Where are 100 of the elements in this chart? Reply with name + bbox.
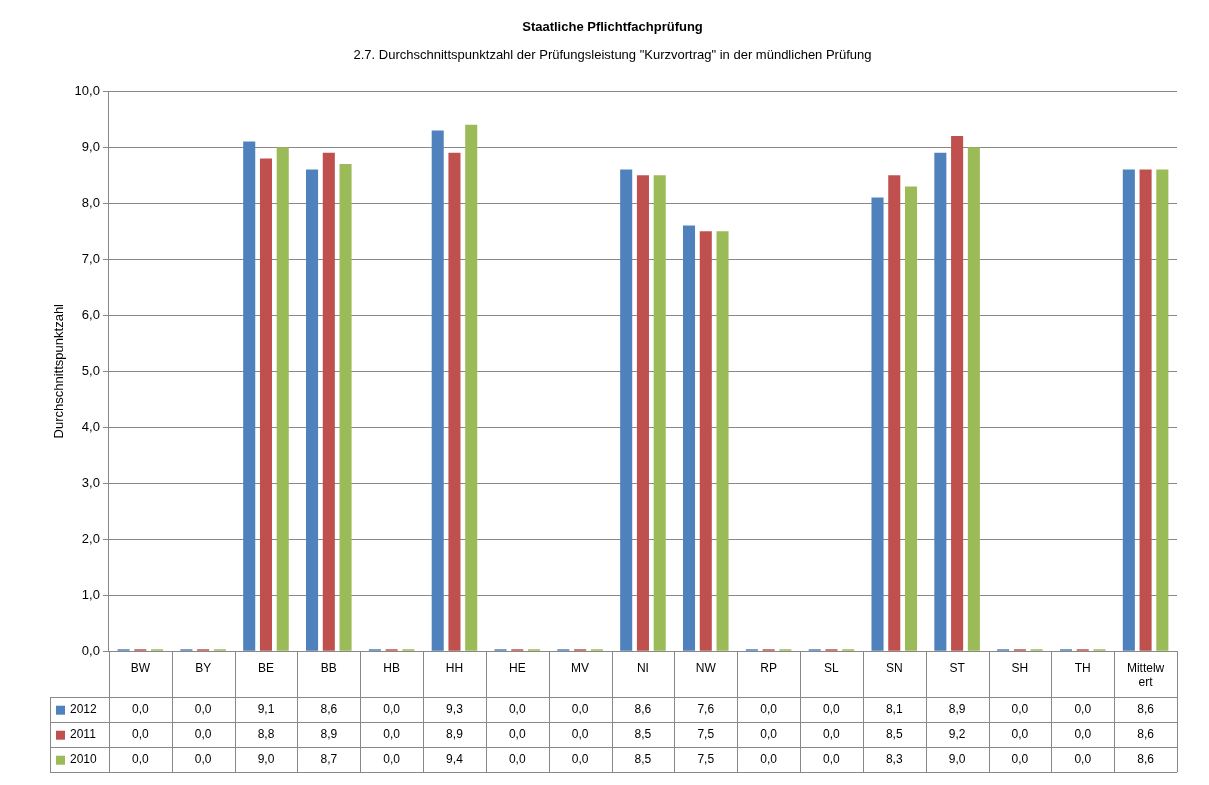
bar — [276, 147, 289, 651]
x-tick-label: SN — [885, 660, 903, 675]
bar — [448, 152, 461, 651]
x-tick-label: MV — [571, 660, 590, 675]
bar — [1122, 169, 1135, 651]
bar — [1156, 169, 1169, 651]
x-tick-label: NW — [695, 660, 717, 675]
bar — [431, 130, 444, 651]
data-label: 7,5 — [697, 727, 715, 742]
data-label: 0,0 — [571, 752, 589, 767]
y-tick-label: 9,0 — [81, 138, 100, 154]
y-tick-label: 0,0 — [81, 642, 100, 658]
y-tick-label: 5,0 — [81, 362, 100, 378]
data-label: 8,6 — [634, 702, 652, 717]
x-tick-label: RP — [760, 660, 777, 675]
x-tick-label: BE — [257, 660, 274, 675]
x-tick-label: SL — [824, 660, 840, 675]
data-label: 0,0 — [571, 727, 589, 742]
chart-subtitle: 2.7. Durchschnittspunktzahl der Prüfungsleistung "Kurzvortrag" in der mündlichen Prüfung — [353, 46, 872, 62]
data-label: 0,0 — [1074, 702, 1092, 717]
data-label: 8,6 — [1137, 727, 1155, 742]
y-tick-label: 1,0 — [81, 586, 100, 602]
data-label: 8,9 — [446, 727, 464, 742]
bar — [682, 225, 696, 651]
bar — [1139, 169, 1152, 651]
data-label: 0,0 — [508, 752, 526, 767]
data-label: 8,9 — [320, 727, 338, 742]
bar — [888, 175, 901, 651]
data-label: 9,3 — [446, 702, 464, 717]
x-tick-label: ST — [949, 660, 966, 675]
x-tick-label: HB — [383, 660, 400, 675]
bar — [620, 169, 633, 651]
legend-label: 2011 — [70, 727, 97, 742]
data-label: 0,0 — [760, 727, 778, 742]
data-label: 0,0 — [760, 752, 778, 767]
bar — [716, 231, 729, 651]
data-label: 0,0 — [131, 752, 149, 767]
y-tick-label: 6,0 — [81, 306, 100, 322]
data-label: 0,0 — [131, 727, 149, 742]
data-label: 0,0 — [571, 702, 589, 717]
legend-label: 2012 — [70, 702, 98, 717]
data-label: 0,0 — [760, 702, 778, 717]
data-label: 9,1 — [257, 702, 275, 717]
bar — [306, 169, 319, 651]
data-label: 0,0 — [1011, 702, 1029, 717]
y-tick-label: 8,0 — [81, 194, 100, 210]
data-label: 0,0 — [383, 727, 401, 742]
data-label: 8,3 — [885, 752, 903, 767]
data-label: 8,5 — [885, 727, 903, 742]
y-axis-title: Durchschnittspunktzahl — [51, 303, 67, 439]
y-tick-label: 2,0 — [81, 530, 100, 546]
x-tick-label: SH — [1011, 660, 1029, 675]
x-tick-label: NI — [636, 660, 649, 675]
x-tick-label: BY — [195, 660, 212, 675]
data-label: 0,0 — [1074, 752, 1092, 767]
y-tick-label: 4,0 — [81, 418, 100, 434]
bar — [653, 175, 666, 651]
bar — [243, 141, 256, 651]
bar — [465, 124, 478, 651]
data-label: 8,9 — [948, 702, 966, 717]
bar — [951, 136, 964, 651]
y-tick-label: 7,0 — [81, 250, 100, 266]
x-tick-label: HE — [508, 660, 526, 675]
x-tick-label: BW — [130, 660, 151, 675]
data-label: 9,2 — [948, 727, 966, 742]
data-label: 8,6 — [320, 702, 338, 717]
data-label: 0,0 — [508, 727, 526, 742]
data-label: 0,0 — [194, 727, 212, 742]
x-tick-label: HH — [445, 660, 464, 675]
bar — [934, 152, 947, 651]
data-label: 8,5 — [634, 727, 652, 742]
data-label: 0,0 — [1011, 752, 1029, 767]
x-tick-label: Mittelwert — [1126, 660, 1165, 690]
data-label: 8,6 — [1137, 702, 1155, 717]
bar — [967, 147, 980, 651]
data-label: 0,0 — [823, 752, 841, 767]
data-label: 8,6 — [1137, 752, 1155, 767]
data-label: 0,0 — [823, 702, 841, 717]
data-label: 9,0 — [257, 752, 275, 767]
y-tick-label: 3,0 — [81, 474, 100, 490]
bar — [259, 158, 273, 651]
bar — [699, 231, 712, 651]
data-label: 8,8 — [257, 727, 275, 742]
bar — [871, 197, 884, 651]
legend-label: 2010 — [70, 752, 98, 767]
y-tick-label: 10,0 — [74, 82, 100, 98]
data-label: 0,0 — [194, 702, 212, 717]
x-tick-label: BB — [320, 660, 337, 675]
data-label: 0,0 — [383, 702, 401, 717]
bar — [339, 164, 352, 651]
bar — [636, 175, 649, 651]
data-label: 0,0 — [194, 752, 212, 767]
data-label: 9,0 — [948, 752, 966, 767]
data-label: 7,6 — [697, 702, 715, 717]
bar — [322, 152, 335, 651]
x-tick-label: TH — [1074, 660, 1091, 675]
data-label: 0,0 — [823, 727, 841, 742]
data-label: 0,0 — [1074, 727, 1092, 742]
bar — [904, 186, 918, 651]
data-label: 0,0 — [508, 702, 526, 717]
